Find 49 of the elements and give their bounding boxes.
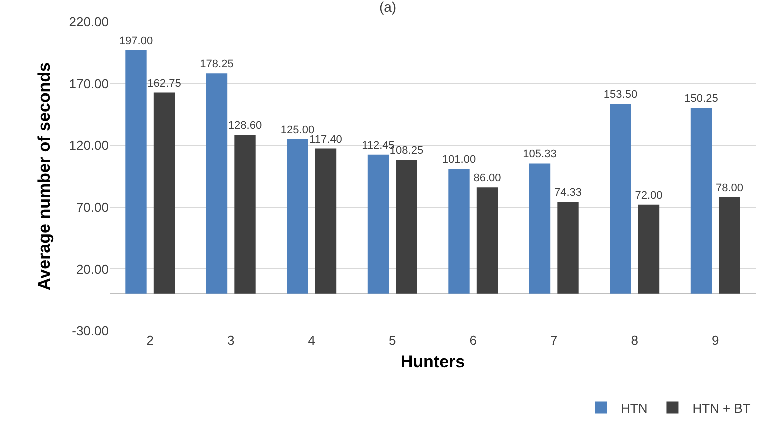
y-axis-title: Average number of seconds bbox=[34, 62, 54, 290]
bar bbox=[558, 202, 579, 294]
data-label: 153.50 bbox=[604, 89, 638, 102]
chart-title: (a) bbox=[379, 0, 397, 15]
bar bbox=[690, 108, 712, 294]
y-tick-label: 170.00 bbox=[69, 76, 109, 92]
data-label: 72.00 bbox=[635, 190, 663, 202]
x-axis-title: Hunters bbox=[400, 352, 466, 372]
bar bbox=[476, 188, 498, 294]
bar bbox=[638, 204, 660, 294]
bar bbox=[610, 104, 632, 294]
data-label: 128.60 bbox=[228, 120, 262, 132]
x-tick-label: 7 bbox=[550, 333, 558, 348]
bar bbox=[448, 169, 470, 294]
bar bbox=[206, 74, 228, 294]
y-tick-label: 70.00 bbox=[76, 200, 109, 215]
data-label: 162.75 bbox=[148, 78, 182, 90]
y-tick-label: -30.00 bbox=[72, 324, 109, 339]
x-tick-label: 4 bbox=[308, 333, 316, 348]
bar bbox=[234, 134, 256, 294]
data-label: 86.00 bbox=[474, 172, 502, 185]
y-tick-label: 20.00 bbox=[76, 262, 109, 277]
bar bbox=[287, 139, 308, 294]
x-tick-label: 9 bbox=[712, 333, 720, 348]
x-tick-label: 5 bbox=[389, 333, 396, 348]
legend-label: HTN bbox=[621, 400, 648, 416]
bar bbox=[529, 164, 551, 294]
data-label: 125.00 bbox=[280, 124, 315, 136]
x-tick-label: 3 bbox=[228, 333, 235, 348]
data-label: 105.33 bbox=[523, 148, 557, 161]
bar bbox=[719, 198, 740, 294]
bar bbox=[154, 92, 176, 294]
data-label: 178.25 bbox=[200, 58, 234, 71]
data-label: 78.00 bbox=[716, 182, 744, 195]
x-tick-label: 2 bbox=[146, 333, 154, 348]
y-tick-label: 120.00 bbox=[69, 138, 109, 154]
data-label: 117.40 bbox=[310, 134, 342, 146]
bar bbox=[396, 160, 418, 294]
data-label: 150.25 bbox=[684, 93, 718, 106]
bar bbox=[315, 148, 337, 294]
x-tick-label: 8 bbox=[631, 333, 638, 348]
x-tick-label: 6 bbox=[470, 333, 477, 348]
bar bbox=[368, 154, 390, 294]
bar bbox=[126, 50, 147, 294]
data-label: 101.00 bbox=[442, 154, 476, 166]
data-label: 197.00 bbox=[119, 35, 154, 48]
legend-label: HTN + BT bbox=[692, 400, 751, 416]
y-tick-label: 220.00 bbox=[69, 14, 109, 30]
data-label: 74.33 bbox=[554, 187, 582, 200]
